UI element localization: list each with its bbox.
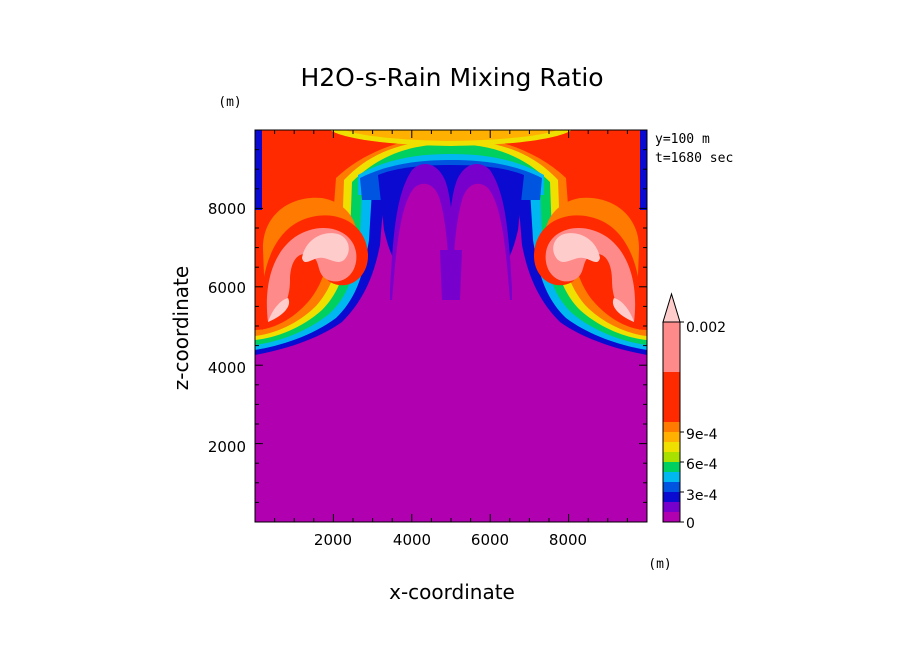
colorbar-frame	[662, 321, 681, 523]
chart-title: H2O-s-Rain Mixing Ratio	[300, 63, 603, 92]
y-axis-label: z-coordinate	[169, 266, 193, 390]
colorbar-swatch	[663, 372, 680, 422]
field-edge-right-strip	[640, 130, 647, 210]
x-tick-label-4000: 4000	[393, 531, 431, 549]
colorbar-swatch	[663, 502, 680, 512]
x-tick-label-2000: 2000	[314, 531, 352, 549]
x-axis-label: x-coordinate	[389, 580, 515, 604]
colorbar-extend-triangle	[662, 292, 681, 323]
y-tick-label-2000: 2000	[208, 438, 246, 456]
field-envelope-green	[255, 130, 647, 345]
info-line-y: y=100 m	[655, 132, 710, 147]
x-unit-label: (m)	[648, 557, 671, 572]
colorbar-label-6e-4: 6e-4	[686, 457, 718, 473]
colorbar-swatch	[663, 422, 680, 432]
field-vortex-right-pink	[553, 233, 600, 263]
field-edge-left-strip	[255, 130, 262, 210]
axis-ticks	[255, 130, 647, 522]
colorbar-swatch	[663, 432, 680, 442]
colorbar-label-0: 0	[686, 516, 695, 532]
y-unit-label: (m)	[218, 95, 241, 110]
colorbar-swatch	[663, 462, 680, 472]
y-tick-label-4000: 4000	[208, 359, 246, 377]
colorbar-swatch	[663, 492, 680, 502]
info-line-t: t=1680 sec	[655, 151, 733, 166]
field-plume-right-core	[452, 183, 510, 300]
field-vortex-left-pink-tail	[268, 298, 290, 322]
colorbar-swatch	[663, 482, 680, 492]
field-plot	[255, 130, 647, 522]
colorbar-swatch	[663, 322, 680, 372]
colorbar-swatch	[663, 472, 680, 482]
field-plume-left-core	[392, 183, 450, 300]
x-tick-label-6000: 6000	[471, 531, 509, 549]
colorbar-labels: 0 3e-4 6e-4 9e-4 0.002	[686, 320, 726, 532]
field-top-arc-orange	[345, 130, 557, 141]
colorbar-label-9e-4: 9e-4	[686, 427, 718, 443]
field-vortex-left-pink	[302, 233, 349, 263]
field-envelope-red	[255, 130, 647, 330]
colorbar	[662, 292, 684, 523]
colorbar-label-0.002: 0.002	[686, 320, 726, 336]
field-plume-stem	[440, 250, 462, 300]
colorbar-swatch	[663, 452, 680, 462]
x-tick-label-8000: 8000	[549, 531, 587, 549]
colorbar-swatch	[663, 512, 680, 522]
y-tick-labels: 2000 4000 6000 8000	[208, 200, 246, 456]
colorbar-label-3e-4: 3e-4	[686, 488, 718, 504]
y-tick-label-6000: 6000	[208, 279, 246, 297]
y-tick-label-8000: 8000	[208, 200, 246, 218]
x-tick-labels: 2000 4000 6000 8000	[314, 531, 587, 549]
colorbar-swatch	[663, 442, 680, 452]
field-vortex-right-pink-tail	[612, 298, 634, 322]
